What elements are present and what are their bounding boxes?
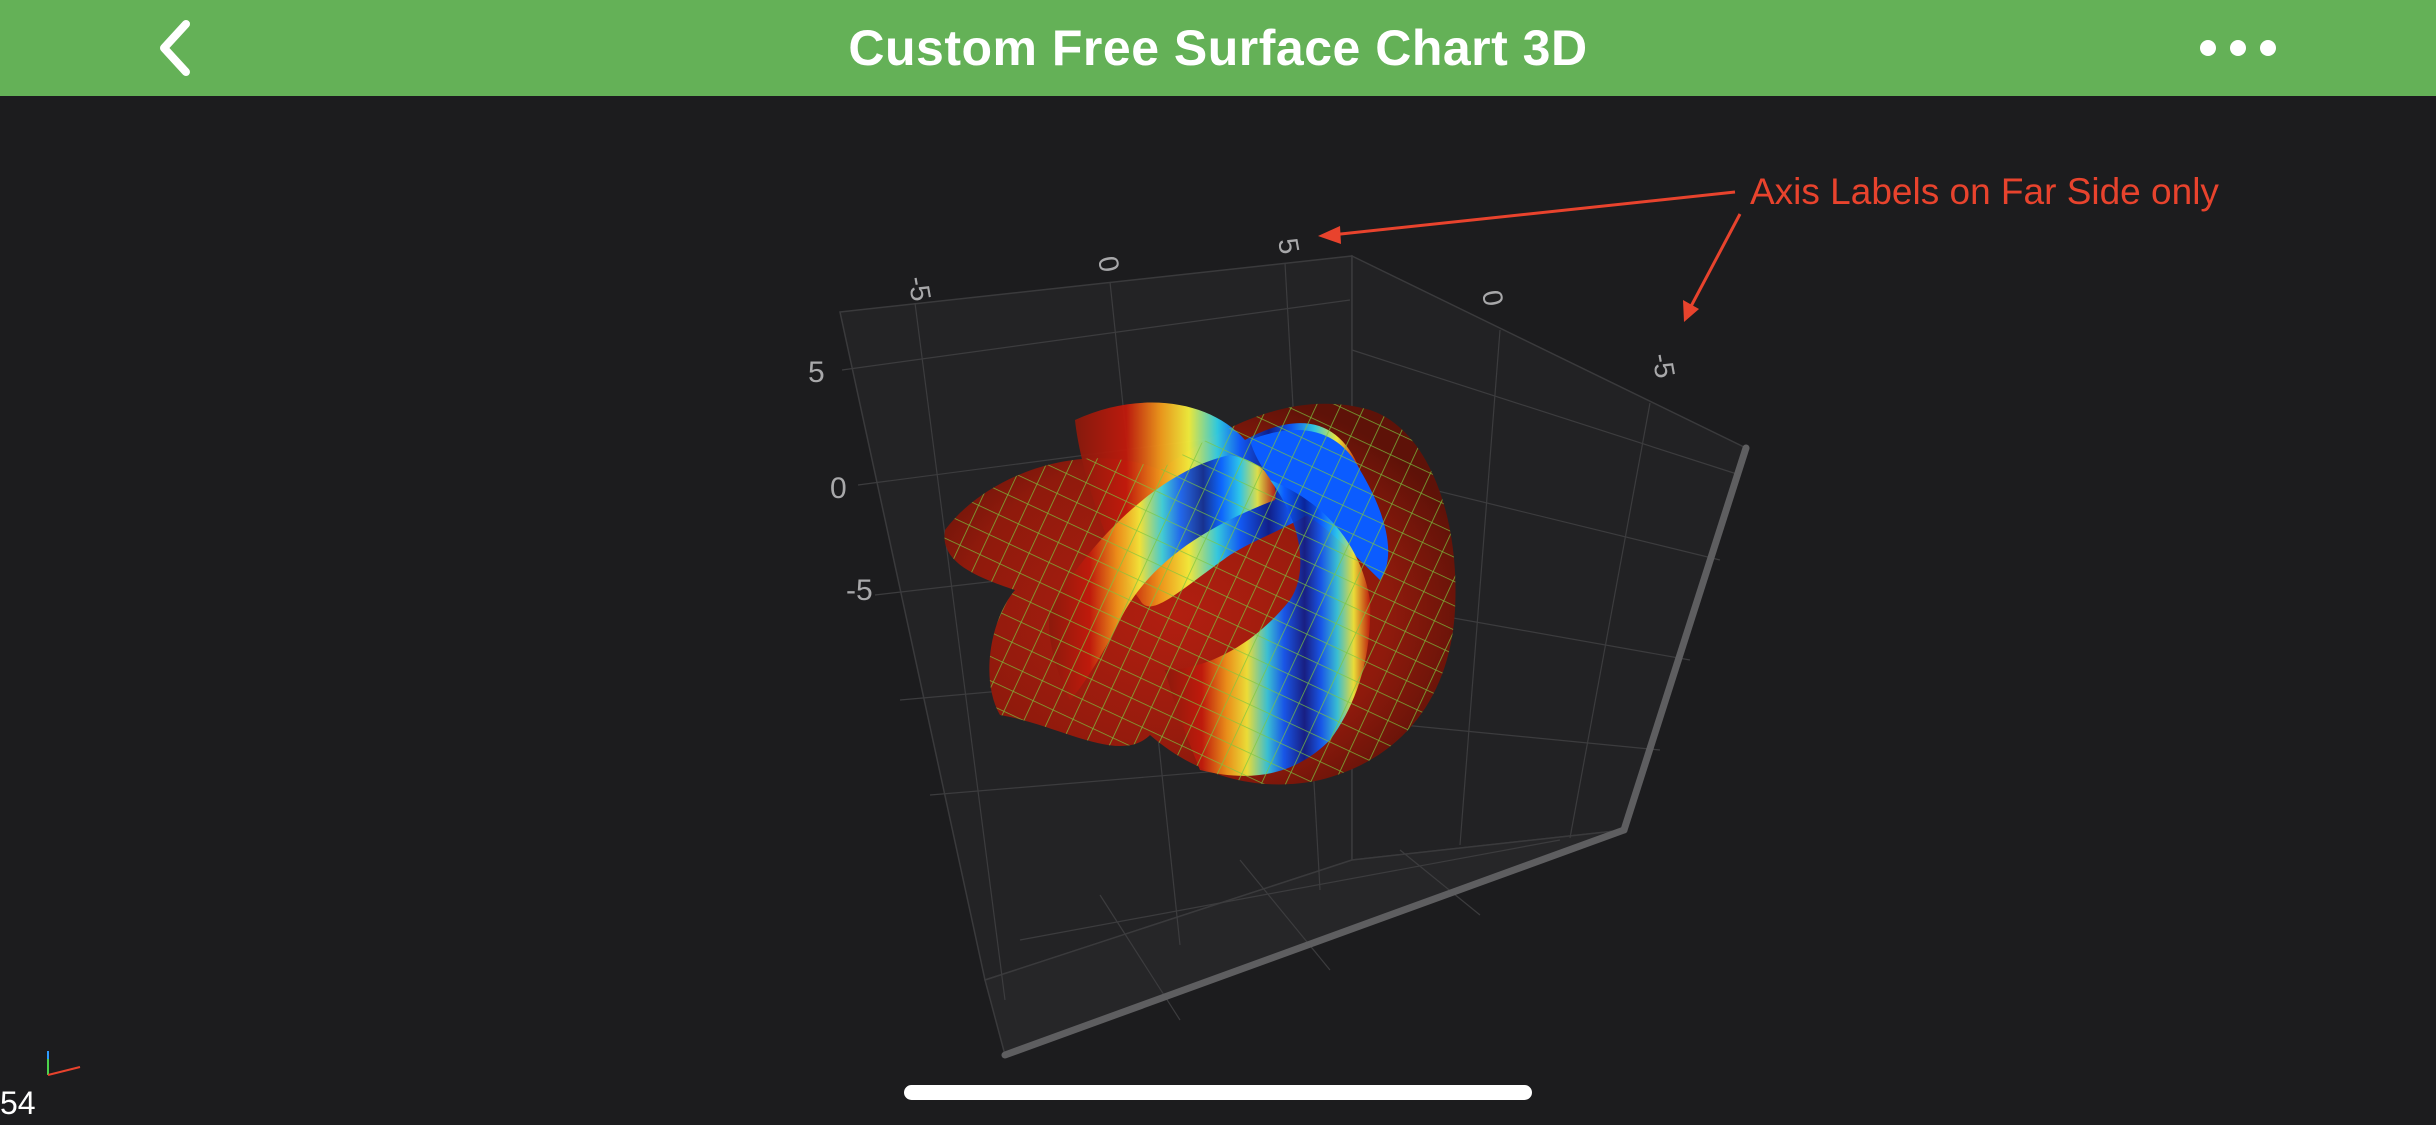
axis-orientation-icon [47, 1051, 81, 1076]
tick-label: 0 [1092, 254, 1125, 275]
nav-bar: Custom Free Surface Chart 3D [0, 0, 2436, 96]
home-indicator[interactable] [904, 1085, 1532, 1100]
axis-edges [1001, 444, 1750, 1059]
z-axis-ticks: 0 -5 [1476, 288, 1681, 381]
tick-label: -5 [1646, 351, 1681, 381]
chart-area[interactable]: -5 0 5 5 0 -5 0 -5 Axis Labels on Far Si… [0, 96, 2436, 1125]
annotation: Axis Labels on Far Side only [1318, 171, 2219, 322]
tick-label: 5 [808, 356, 825, 389]
tick-label: 0 [830, 472, 847, 505]
fps-counter: 54 [0, 1085, 36, 1121]
ellipsis-icon [2200, 40, 2276, 56]
tick-label: 5 [1272, 236, 1305, 257]
tick-label: -5 [902, 274, 937, 304]
surface-mesh [944, 402, 1456, 785]
more-button[interactable] [2190, 24, 2286, 72]
x-axis-ticks: -5 0 5 [902, 236, 1305, 304]
back-button[interactable] [140, 14, 208, 82]
chevron-left-icon [160, 20, 190, 76]
tick-label: -5 [846, 574, 873, 607]
annotation-text: Axis Labels on Far Side only [1750, 171, 2219, 212]
y-axis-ticks: 5 0 -5 [808, 356, 873, 607]
tick-label: 0 [1476, 288, 1509, 309]
page-title: Custom Free Surface Chart 3D [848, 20, 1588, 76]
surface-chart-3d[interactable]: -5 0 5 5 0 -5 0 -5 Axis Labels on Far Si… [0, 96, 2436, 1125]
